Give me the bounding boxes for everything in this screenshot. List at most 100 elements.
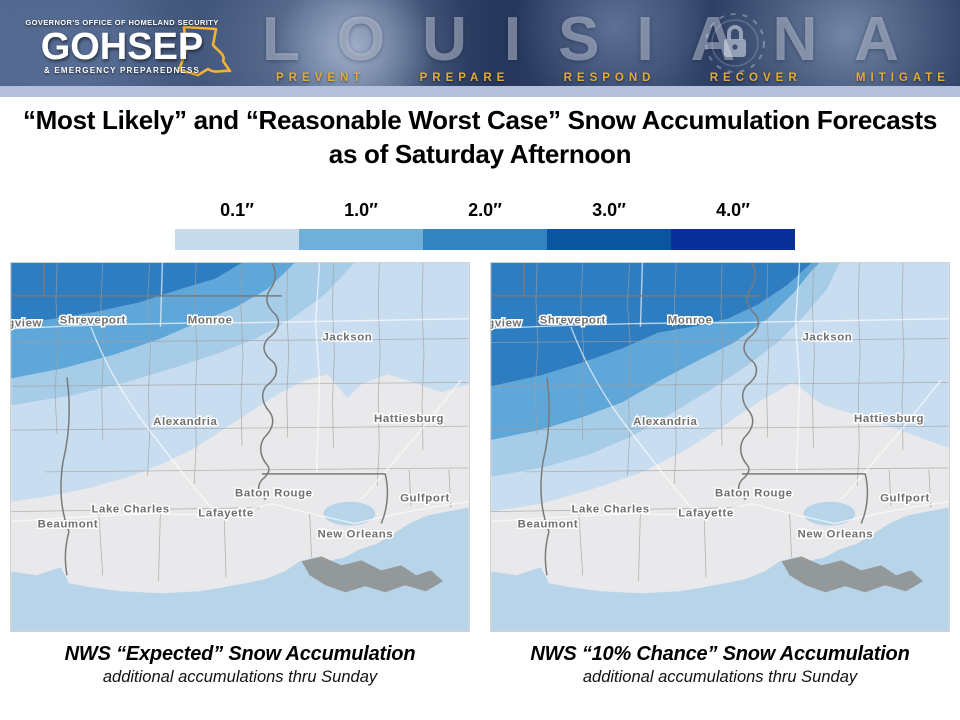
legend-swatch [175, 229, 299, 250]
gohsep-org-bottom: & EMERGENCY PREPAREDNESS [43, 66, 201, 75]
snow-band-dark [491, 263, 812, 387]
county-line [580, 263, 585, 441]
county-line [54, 263, 59, 435]
county-line [11, 381, 469, 387]
map-expected-snow: gview Shreveport Monroe Jackson Alexandria Ha… [10, 262, 470, 632]
city-label: Gulfport [400, 493, 450, 505]
state-name-watermark: LOUISIANA [262, 5, 936, 74]
state-border [60, 377, 70, 576]
county-line [491, 425, 949, 431]
gohsep-acronym: GOHSEP [40, 26, 204, 68]
map-subcaption: additional accumulations thru Sunday [582, 668, 858, 686]
maps-row: gview Shreveport Monroe Jackson Alexandria Ha… [10, 262, 950, 687]
snow-band-light [11, 263, 469, 502]
gohsep-org-top: GOVERNOR'S OFFICE OF HOMELAND SECURITY [25, 18, 219, 27]
title-line-2: as of Saturday Afternoon [328, 138, 632, 169]
city-label: Baton Rouge [715, 488, 793, 500]
city-label: Lake Charles [571, 504, 649, 516]
county-line [11, 507, 260, 513]
city-label: Jackson [322, 332, 372, 344]
city-label: Hattiesburg [854, 413, 924, 425]
county-line [491, 381, 949, 387]
gulf-water [491, 507, 949, 631]
county-line [98, 513, 104, 576]
county-line [11, 425, 469, 431]
city-label: New Orleans [797, 529, 873, 541]
city-label: gview [490, 318, 522, 330]
county-line [408, 469, 412, 506]
city-label: Lafayette [198, 508, 254, 520]
county-line [376, 263, 381, 486]
city-label: Shreveport [60, 315, 126, 327]
city-label: Alexandria [633, 416, 697, 428]
banner: GOVERNOR'S OFFICE OF HOMELAND SECURITY G… [0, 0, 960, 86]
legend-label: 2.0″ [468, 200, 502, 220]
county-line [525, 467, 949, 473]
city-label: Alexandria [153, 416, 217, 428]
county-line [638, 511, 641, 582]
highway-line [90, 326, 217, 515]
city-label: Monroe [188, 315, 233, 327]
snow-band-light [491, 263, 949, 512]
title-line-1: “Most Likely” and “Reasonable Worst Case… [22, 105, 938, 135]
county-line [856, 263, 861, 486]
county-line [332, 263, 335, 449]
map-ten-percent-snow: gview Shreveport Monroe Jackson Alexandria Ha… [490, 262, 950, 632]
city-label: New Orleans [317, 529, 393, 541]
county-line [812, 263, 815, 449]
county-line [147, 263, 151, 476]
county-line [45, 467, 469, 473]
pillar-recover: RECOVER [709, 72, 802, 84]
legend-label: 0.1″ [220, 200, 254, 220]
coastal-marsh [301, 556, 443, 593]
highway-line [360, 379, 462, 501]
mississippi-river [257, 263, 280, 501]
slide-title: “Most Likely” and “Reasonable Worst Case… [0, 104, 960, 172]
coastal-marsh [781, 556, 923, 593]
county-line [100, 263, 105, 441]
snow-band-dark [11, 263, 242, 325]
county-line [673, 263, 678, 484]
county-line [720, 264, 724, 447]
legend-swatch [547, 229, 671, 250]
county-line [491, 507, 740, 513]
legend-color-bar [175, 229, 795, 250]
state-border [860, 473, 869, 524]
lock-icon [705, 13, 765, 73]
highway-line [491, 318, 949, 330]
pillar-respond: RESPOND [563, 72, 656, 84]
highway-line [11, 501, 469, 525]
county-line [534, 263, 539, 435]
county-line [627, 263, 631, 476]
highway-line [491, 501, 949, 525]
highway-line [314, 263, 321, 472]
legend-swatch [299, 229, 423, 250]
highway-line [639, 263, 644, 327]
city-label: Lafayette [678, 508, 734, 520]
highway-line [794, 263, 801, 472]
legend-label: 3.0″ [592, 200, 626, 220]
city-label: Jackson [802, 332, 852, 344]
city-label: Shreveport [540, 315, 606, 327]
county-line [240, 264, 244, 447]
city-label: Monroe [668, 315, 713, 327]
county-line [578, 513, 584, 576]
louisiana-outline-icon [177, 25, 232, 77]
state-border [540, 377, 550, 576]
county-line [193, 263, 198, 484]
county-line [766, 263, 770, 439]
county-line [11, 338, 469, 343]
snow-band-medium [491, 263, 820, 441]
gohsep-logo: GOVERNOR'S OFFICE OF HOMELAND SECURITY G… [16, 18, 228, 75]
map-caption: NWS “Expected” Snow Accumulation [64, 643, 416, 665]
pillar-mitigate: MITIGATE [855, 72, 950, 84]
city-label: gview [10, 318, 42, 330]
map-subcaption: additional accumulations thru Sunday [102, 668, 378, 686]
legend-swatch [671, 229, 795, 250]
city-label: Gulfport [880, 493, 930, 505]
map-caption: NWS “10% Chance” Snow Accumulation [530, 643, 910, 665]
legend-label: 1.0″ [344, 200, 378, 220]
snow-depth-legend: 0.1″ 1.0″ 2.0″ 3.0″ 4.0″ [175, 200, 795, 250]
county-line [309, 513, 313, 558]
